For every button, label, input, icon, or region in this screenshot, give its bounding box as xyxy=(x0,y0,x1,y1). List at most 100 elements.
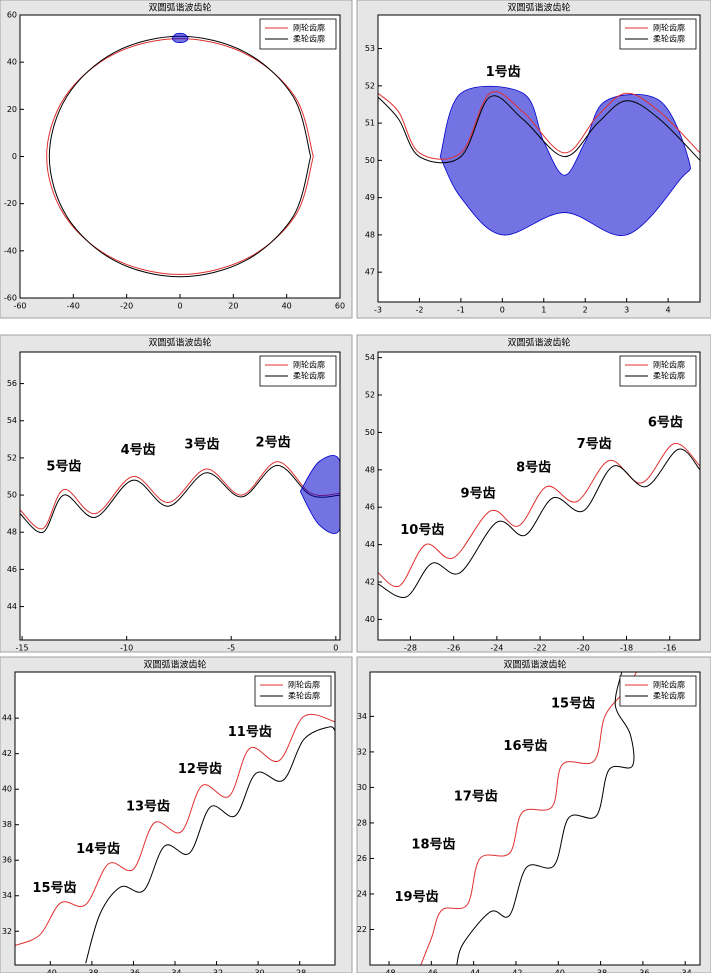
legend-label: 柔轮齿廓 xyxy=(293,371,325,381)
y-tick-label: 48 xyxy=(7,528,17,537)
y-tick-label: 40 xyxy=(7,58,17,67)
x-tick-label: 1 xyxy=(541,306,546,315)
y-tick-label: 44 xyxy=(2,714,12,723)
area xyxy=(171,32,189,43)
x-tick-label: -32 xyxy=(210,969,223,973)
y-tick-label: 44 xyxy=(365,540,375,549)
legend-box xyxy=(619,355,697,387)
y-tick-label: 24 xyxy=(357,889,367,898)
x-tick-label: -24 xyxy=(490,644,503,653)
x-tick-label: -28 xyxy=(293,969,306,973)
plot-area xyxy=(15,713,335,964)
x-tick-label: -5 xyxy=(227,644,235,653)
x-tick-label: 40 xyxy=(282,302,292,311)
y-tick-label: 54 xyxy=(7,416,17,425)
x-tick-label: -15 xyxy=(16,644,29,653)
x-tick-label: -2 xyxy=(415,306,423,315)
axes-frame xyxy=(369,671,701,966)
x-tick-label: -20 xyxy=(120,302,133,311)
y-tick-label: 56 xyxy=(7,379,17,388)
axes-background xyxy=(15,672,335,965)
x-tick-label: -22 xyxy=(534,644,547,653)
plot-area xyxy=(20,455,340,534)
chart-title: 双圆弧谐波齿轮 xyxy=(143,659,206,671)
y-tick-label: 32 xyxy=(357,747,367,756)
annotation: 19号齿 xyxy=(394,889,438,905)
y-tick-label: 36 xyxy=(2,856,12,865)
axes-frame xyxy=(377,351,701,641)
panel: -3 -2 -1 0 1 2 3 4 47 48 49 50 51 52 53 双圆弧谐波齿轮 1号齿 刚轮齿廓柔… xyxy=(356,0,711,319)
x-tick-label: 0 xyxy=(177,302,182,311)
legend-label: 柔轮齿廓 xyxy=(653,691,685,701)
series-line xyxy=(20,464,340,533)
series-line xyxy=(378,95,700,164)
plot-area xyxy=(420,672,637,965)
y-tick-label: 34 xyxy=(357,712,367,721)
x-tick-label: -3 xyxy=(374,306,382,315)
y-tick-label: -40 xyxy=(4,246,17,255)
plot-area xyxy=(378,443,700,598)
annotation: 18号齿 xyxy=(411,837,455,853)
x-tick-label: 20 xyxy=(228,302,238,311)
annotation: 10号齿 xyxy=(400,522,444,538)
y-tick-label: 52 xyxy=(7,453,17,462)
y-tick-label: 28 xyxy=(357,818,367,827)
x-tick-label: -36 xyxy=(127,969,140,973)
y-tick-label: 34 xyxy=(2,891,12,900)
y-tick-label: 32 xyxy=(2,927,12,936)
annotation: 4号齿 xyxy=(121,442,156,458)
annotation: 15号齿 xyxy=(551,695,595,711)
x-tick-label: 3 xyxy=(624,306,629,315)
annotation: 1号齿 xyxy=(486,64,521,80)
legend-box xyxy=(259,355,337,387)
x-tick-label: -60 xyxy=(13,302,26,311)
x-tick-label: -40 xyxy=(44,969,57,973)
y-tick-label: 30 xyxy=(357,783,367,792)
x-tick-label: 4 xyxy=(666,306,671,315)
chart-title: 双圆弧谐波齿轮 xyxy=(148,2,211,14)
legend-label: 刚轮齿廓 xyxy=(293,360,325,370)
y-tick-label: 42 xyxy=(365,578,375,587)
x-tick-label: -34 xyxy=(679,969,692,973)
y-tick-label: 60 xyxy=(7,11,17,20)
x-tick-label: -30 xyxy=(252,969,265,973)
y-tick-label: 20 xyxy=(7,105,17,114)
annotation: 5号齿 xyxy=(46,459,81,475)
series-line xyxy=(456,672,635,965)
legend-label: 柔轮齿廓 xyxy=(288,691,320,701)
panel: -28 -26 -24 -22 -20 -18 -16 40 42 44 46 48 50 52 54 双圆弧… xyxy=(356,334,711,653)
annotation: 7号齿 xyxy=(577,436,612,452)
y-tick-label: 48 xyxy=(365,230,375,239)
annotation: 17号齿 xyxy=(454,789,498,805)
panel: -60 -40 -20 0 20 40 60 -60 -40 -20 0 20 40 60 双圆弧谐波齿轮刚… xyxy=(0,0,353,319)
plot-area xyxy=(378,85,700,237)
chart-title: 双圆弧谐波齿轮 xyxy=(148,337,211,349)
x-tick-label: 0 xyxy=(500,306,505,315)
axes-background xyxy=(370,672,700,965)
x-tick-label: -40 xyxy=(67,302,80,311)
x-tick-label: 2 xyxy=(583,306,588,315)
x-tick-label: -34 xyxy=(168,969,181,973)
axes-background xyxy=(20,352,340,640)
x-tick-label: -42 xyxy=(509,969,522,973)
y-tick-label: 40 xyxy=(2,785,12,794)
annotation: 15号齿 xyxy=(32,880,76,896)
y-tick-label: 0 xyxy=(12,152,17,161)
x-tick-label: -46 xyxy=(425,969,438,973)
x-tick-label: -10 xyxy=(120,644,133,653)
legend-label: 刚轮齿廓 xyxy=(653,23,685,33)
y-tick-label: 47 xyxy=(365,268,375,277)
y-tick-label: 50 xyxy=(365,156,375,165)
annotation: 2号齿 xyxy=(256,435,291,451)
y-tick-label: 46 xyxy=(365,503,375,512)
y-tick-label: 51 xyxy=(365,119,375,128)
axes-background xyxy=(378,352,700,640)
legend-label: 柔轮齿廓 xyxy=(653,34,685,44)
y-tick-label: 53 xyxy=(365,44,375,53)
series-line xyxy=(48,35,312,278)
legend-label: 刚轮齿廓 xyxy=(653,680,685,690)
chart-title: 双圆弧谐波齿轮 xyxy=(507,2,570,14)
series-line xyxy=(378,91,700,160)
panel: -48 -46 -44 -42 -40 -38 -36 -34 22 24 26 28 30 32 34 双圆… xyxy=(356,656,711,973)
